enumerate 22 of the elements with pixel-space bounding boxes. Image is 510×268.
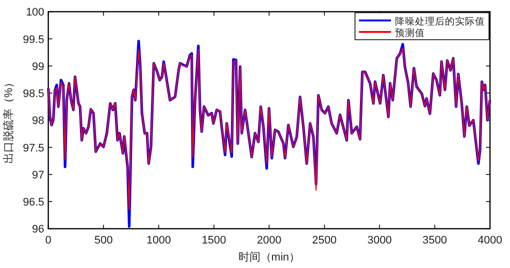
y-tick-label: 97.5	[22, 142, 44, 154]
x-tick-label: 3000	[367, 234, 392, 247]
y-tick-label: 96.5	[22, 196, 44, 209]
y-tick-label: 99	[32, 60, 44, 73]
x-tick-label: 500	[94, 234, 113, 247]
x-tick-label: 0	[45, 234, 52, 247]
y-tick-label: 96	[32, 224, 44, 236]
x-tick-label: 3500	[422, 234, 448, 247]
x-tick-label: 2500	[312, 234, 337, 247]
y-tick-label: 99.5	[22, 34, 44, 46]
legend-label: 降噪处理后的实际值	[395, 15, 485, 28]
x-tick-label: 1000	[146, 234, 171, 247]
x-axis-title: 时间（min）	[238, 250, 300, 264]
y-tick-label: 97	[32, 169, 44, 182]
y-tick-label: 98	[32, 115, 44, 128]
y-tick-label: 98.5	[22, 88, 44, 100]
x-tick-label: 2000	[256, 234, 282, 247]
legend-label: 预测值	[395, 26, 425, 39]
x-tick-label: 4000	[478, 234, 502, 247]
y-axis-title: 出口脱硫率（%）	[2, 76, 15, 164]
y-tick-label: 100	[26, 6, 44, 19]
x-tick-label: 1500	[202, 234, 226, 247]
